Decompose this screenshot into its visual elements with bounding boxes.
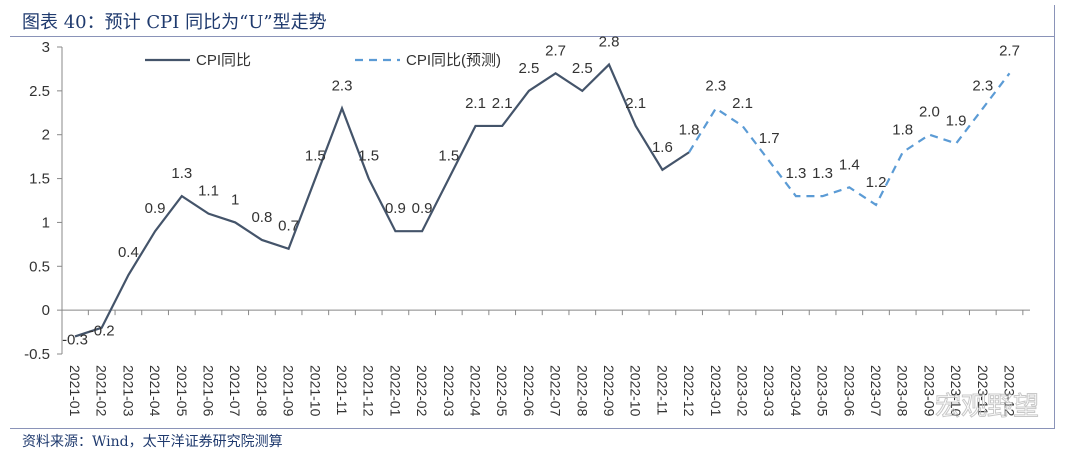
watermark-logo: 宏观野望 bbox=[935, 391, 1039, 421]
y-tick-label: 2 bbox=[42, 127, 50, 144]
x-tick-label: 2023-08 bbox=[895, 365, 911, 417]
source-note: 资料来源：Wind，太平洋证券研究院测算 bbox=[22, 434, 283, 450]
x-tick-label: 2022-06 bbox=[521, 365, 537, 417]
series-line-1 bbox=[688, 72, 1011, 207]
x-tick-label: 2021-07 bbox=[227, 365, 243, 417]
data-label: 2.3 bbox=[705, 77, 726, 94]
x-tick-label: 2021-01 bbox=[67, 365, 83, 417]
data-label: 2.1 bbox=[465, 95, 486, 112]
x-tick-label: 2022-03 bbox=[441, 365, 457, 417]
x-tick-label: 2022-09 bbox=[601, 365, 617, 417]
x-tick-label: 2022-05 bbox=[494, 365, 510, 417]
data-label: 0.8 bbox=[251, 209, 272, 226]
data-label: 2.1 bbox=[625, 95, 646, 112]
data-label: -0.2 bbox=[89, 323, 115, 340]
legend-label-actual: CPI同比 bbox=[196, 52, 251, 69]
data-label: 2.7 bbox=[999, 42, 1020, 59]
data-label: 2.1 bbox=[732, 95, 753, 112]
data-label: 2.5 bbox=[572, 60, 593, 77]
data-label: 0.4 bbox=[118, 244, 139, 261]
data-label: 0.9 bbox=[412, 200, 433, 217]
data-label: 2.5 bbox=[518, 60, 539, 77]
data-label: 1.5 bbox=[358, 148, 379, 165]
x-tick-label: 2023-12 bbox=[1002, 365, 1018, 417]
x-tick-label: 2023-07 bbox=[868, 365, 884, 417]
source-divider bbox=[10, 428, 1055, 429]
y-tick-label: 1.5 bbox=[29, 171, 50, 188]
data-label: 1.3 bbox=[171, 165, 192, 182]
title-divider bbox=[10, 36, 1055, 37]
x-tick-label: 2023-09 bbox=[921, 365, 937, 417]
x-tick-label: 2022-01 bbox=[387, 365, 403, 417]
x-tick-label: 2023-03 bbox=[761, 365, 777, 417]
data-label: 1.4 bbox=[839, 156, 860, 173]
x-tick-label: 2021-08 bbox=[254, 365, 270, 417]
x-tick-label: 2021-02 bbox=[94, 365, 110, 417]
chart-title: 图表 40：预计 CPI 同比为“U”型走势 bbox=[22, 12, 327, 33]
x-tick-label: 2021-12 bbox=[361, 365, 377, 417]
data-label: 1.9 bbox=[946, 112, 967, 129]
x-tick-label: 2021-05 bbox=[174, 365, 190, 417]
data-label: 1 bbox=[231, 191, 239, 208]
data-label: 2.1 bbox=[492, 95, 513, 112]
right-border bbox=[1054, 5, 1055, 428]
data-label: 1.1 bbox=[198, 183, 219, 200]
x-tick-label: 2023-05 bbox=[815, 365, 831, 417]
y-tick-label: 3 bbox=[42, 39, 50, 56]
data-label: 0.9 bbox=[145, 200, 166, 217]
data-label: 2.7 bbox=[545, 42, 566, 59]
y-tick-label: 1 bbox=[42, 214, 50, 231]
data-label: 2.0 bbox=[919, 104, 940, 121]
x-tick-label: 2022-12 bbox=[681, 365, 697, 417]
x-tick-label: 2022-07 bbox=[548, 365, 564, 417]
x-tick-label: 2021-03 bbox=[120, 365, 136, 417]
x-tick-label: 2022-08 bbox=[574, 365, 590, 417]
y-tick-label: 2.5 bbox=[29, 83, 50, 100]
y-tick-label: 0 bbox=[42, 302, 50, 319]
data-label: 1.5 bbox=[438, 148, 459, 165]
x-tick-label: 2021-11 bbox=[334, 365, 350, 416]
data-label: 1.8 bbox=[679, 121, 700, 138]
data-label: 2.3 bbox=[332, 77, 353, 94]
x-tick-label: 2023-04 bbox=[788, 365, 804, 417]
x-tick-label: 2022-04 bbox=[468, 365, 484, 417]
legend-label-forecast: CPI同比(预测) bbox=[406, 52, 501, 69]
data-label: 1.3 bbox=[785, 165, 806, 182]
x-tick-label: 2023-01 bbox=[708, 365, 724, 417]
x-tick-label: 2023-06 bbox=[841, 365, 857, 417]
data-label: 2.8 bbox=[599, 34, 620, 51]
data-label: 1.7 bbox=[759, 130, 780, 147]
data-label: 0.9 bbox=[385, 200, 406, 217]
x-tick-label: 2021-04 bbox=[147, 365, 163, 417]
y-tick-label: 0.5 bbox=[29, 258, 50, 275]
data-label: 1.2 bbox=[866, 174, 887, 191]
x-tick-label: 2023-02 bbox=[735, 365, 751, 417]
x-tick-label: 2022-10 bbox=[628, 365, 644, 417]
data-label: 2.3 bbox=[972, 77, 993, 94]
x-tick-label: 2021-09 bbox=[281, 365, 297, 417]
data-label: 1.5 bbox=[305, 148, 326, 165]
x-tick-label: 2022-02 bbox=[414, 365, 430, 417]
data-label: 0.7 bbox=[278, 218, 299, 235]
y-tick-label: -0.5 bbox=[24, 346, 50, 363]
x-tick-label: 2021-10 bbox=[307, 365, 323, 417]
x-tick-label: 2022-11 bbox=[654, 365, 670, 416]
x-tick-label: 2021-06 bbox=[201, 365, 217, 417]
data-label: -0.3 bbox=[62, 331, 88, 348]
x-tick-label: 2023-11 bbox=[975, 365, 991, 416]
data-label: 1.8 bbox=[892, 121, 913, 138]
x-tick-label: 2023-10 bbox=[948, 365, 964, 417]
data-label: 1.6 bbox=[652, 139, 673, 156]
data-label: 1.3 bbox=[812, 165, 833, 182]
series-line-0 bbox=[74, 62, 690, 338]
